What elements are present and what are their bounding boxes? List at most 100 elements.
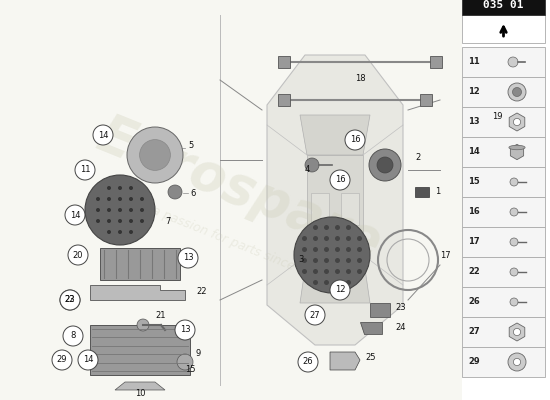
Bar (278, 56, 290, 68)
Circle shape (513, 358, 521, 366)
Bar (462, 167, 545, 197)
Text: a passion for parts since 1985: a passion for parts since 1985 (150, 204, 330, 286)
Bar (311, 193, 329, 225)
Text: 29: 29 (57, 356, 67, 364)
Bar (462, 0, 545, 15)
Circle shape (177, 354, 193, 370)
Circle shape (508, 83, 526, 101)
Circle shape (313, 247, 318, 252)
Text: 6: 6 (190, 188, 195, 198)
Text: 11: 11 (468, 58, 480, 66)
Text: 7: 7 (165, 218, 170, 226)
Circle shape (357, 247, 362, 252)
Text: 29: 29 (468, 358, 480, 366)
Circle shape (118, 197, 122, 201)
Circle shape (335, 280, 340, 285)
Circle shape (335, 269, 340, 274)
Circle shape (346, 258, 351, 263)
Circle shape (305, 305, 325, 325)
Text: 14: 14 (98, 130, 108, 140)
Text: 10: 10 (135, 388, 146, 398)
Circle shape (335, 225, 340, 230)
Circle shape (107, 197, 111, 201)
Text: 9: 9 (196, 348, 201, 358)
Circle shape (129, 186, 133, 190)
Circle shape (129, 208, 133, 212)
Circle shape (107, 208, 111, 212)
Bar (462, 257, 545, 287)
Circle shape (513, 88, 521, 96)
Text: 12: 12 (468, 88, 480, 96)
Circle shape (302, 258, 307, 263)
Circle shape (346, 247, 351, 252)
Circle shape (129, 219, 133, 223)
Text: 16: 16 (468, 208, 480, 216)
Circle shape (324, 247, 329, 252)
Bar (462, 227, 545, 257)
Circle shape (68, 245, 88, 265)
Text: 11: 11 (80, 166, 90, 174)
Polygon shape (415, 187, 429, 197)
Circle shape (335, 236, 340, 241)
Text: 22: 22 (65, 296, 75, 304)
Circle shape (75, 160, 95, 180)
Text: 3: 3 (298, 256, 304, 264)
Circle shape (96, 219, 100, 223)
Text: 27: 27 (468, 328, 480, 336)
Circle shape (313, 225, 318, 230)
Text: 8: 8 (70, 332, 76, 340)
Circle shape (357, 258, 362, 263)
Bar (100, 248, 180, 280)
Text: 17: 17 (440, 250, 450, 260)
Circle shape (78, 350, 98, 370)
Circle shape (140, 140, 170, 170)
Circle shape (302, 236, 307, 241)
Text: 23: 23 (395, 302, 406, 312)
Circle shape (118, 186, 122, 190)
Circle shape (140, 219, 144, 223)
Text: 25: 25 (365, 354, 376, 362)
Bar (462, 77, 545, 107)
Circle shape (175, 320, 195, 340)
Circle shape (129, 197, 133, 201)
Circle shape (357, 236, 362, 241)
Circle shape (357, 269, 362, 274)
Bar (462, 347, 545, 377)
Circle shape (510, 298, 518, 306)
Bar (430, 56, 442, 68)
Circle shape (513, 118, 521, 126)
Circle shape (346, 225, 351, 230)
Bar (462, 47, 545, 77)
Polygon shape (300, 115, 370, 155)
Circle shape (377, 157, 393, 173)
Bar (462, 317, 545, 347)
Bar (90, 325, 190, 375)
Polygon shape (300, 255, 370, 303)
Bar (370, 303, 390, 317)
Text: 13: 13 (468, 118, 480, 126)
Circle shape (510, 238, 518, 246)
Text: 14: 14 (82, 356, 94, 364)
Circle shape (330, 170, 350, 190)
Circle shape (305, 158, 319, 172)
Circle shape (313, 280, 318, 285)
Circle shape (513, 328, 521, 336)
Ellipse shape (509, 145, 525, 150)
Circle shape (510, 268, 518, 276)
Circle shape (52, 350, 72, 370)
Text: 14: 14 (70, 210, 80, 220)
Circle shape (118, 219, 122, 223)
Circle shape (330, 280, 350, 300)
Circle shape (313, 258, 318, 263)
Circle shape (302, 247, 307, 252)
Circle shape (510, 208, 518, 216)
Circle shape (107, 186, 111, 190)
Text: 20: 20 (73, 250, 83, 260)
Circle shape (302, 269, 307, 274)
Bar (278, 94, 290, 106)
Circle shape (85, 175, 155, 245)
Polygon shape (90, 285, 185, 300)
Circle shape (345, 130, 365, 150)
Circle shape (510, 178, 518, 186)
Bar (341, 193, 359, 225)
